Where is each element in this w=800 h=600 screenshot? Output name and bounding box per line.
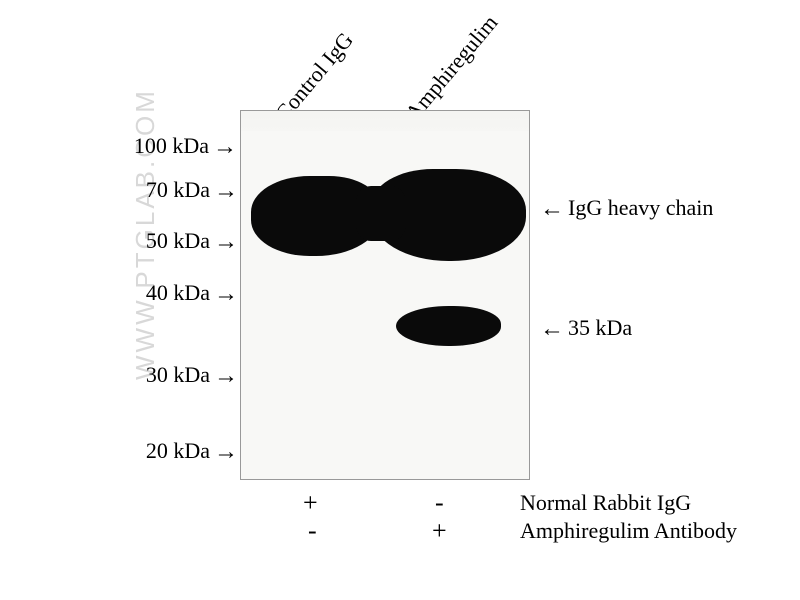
condition-r1-l2: - bbox=[435, 488, 444, 518]
condition-r2-l2: + bbox=[432, 516, 447, 546]
annotation-target: ←35 kDa bbox=[540, 315, 632, 343]
annotation-heavy-chain: ←IgG heavy chain bbox=[540, 195, 713, 223]
annotation-text: 35 kDa bbox=[568, 315, 632, 340]
marker-40kda: 40 kDa→ bbox=[133, 280, 238, 308]
blot-membrane bbox=[240, 110, 530, 480]
marker-20kda: 20 kDa→ bbox=[133, 438, 238, 466]
arrow-right-icon: → bbox=[214, 439, 238, 466]
arrow-right-icon: → bbox=[214, 229, 238, 256]
condition-label-1: Normal Rabbit IgG bbox=[520, 490, 691, 516]
marker-text: 40 kDa bbox=[146, 280, 210, 305]
band-igg-heavy-bridge bbox=[356, 186, 406, 241]
marker-text: 50 kDa bbox=[146, 228, 210, 253]
annotation-text: IgG heavy chain bbox=[568, 195, 713, 220]
marker-100kda: 100 kDa→ bbox=[122, 133, 237, 161]
arrow-right-icon: → bbox=[213, 134, 237, 161]
condition-r2-l1: - bbox=[308, 516, 317, 546]
marker-text: 100 kDa bbox=[134, 133, 209, 158]
arrow-right-icon: → bbox=[214, 281, 238, 308]
marker-text: 70 kDa bbox=[146, 177, 210, 202]
marker-30kda: 30 kDa→ bbox=[133, 362, 238, 390]
arrow-right-icon: → bbox=[214, 363, 238, 390]
condition-label-2: Amphiregulim Antibody bbox=[520, 518, 737, 544]
marker-70kda: 70 kDa→ bbox=[133, 177, 238, 205]
arrow-right-icon: → bbox=[214, 178, 238, 205]
marker-50kda: 50 kDa→ bbox=[133, 228, 238, 256]
band-target-35kda bbox=[396, 306, 501, 346]
arrow-left-icon: ← bbox=[540, 196, 564, 223]
marker-text: 20 kDa bbox=[146, 438, 210, 463]
marker-text: 30 kDa bbox=[146, 362, 210, 387]
western-blot-figure: WWW.PTGLAB.COM Control IgG Amphiregulim … bbox=[0, 0, 800, 600]
condition-r1-l1: + bbox=[303, 488, 318, 518]
arrow-left-icon: ← bbox=[540, 316, 564, 343]
lane-label-sample: Amphiregulim bbox=[400, 10, 503, 126]
